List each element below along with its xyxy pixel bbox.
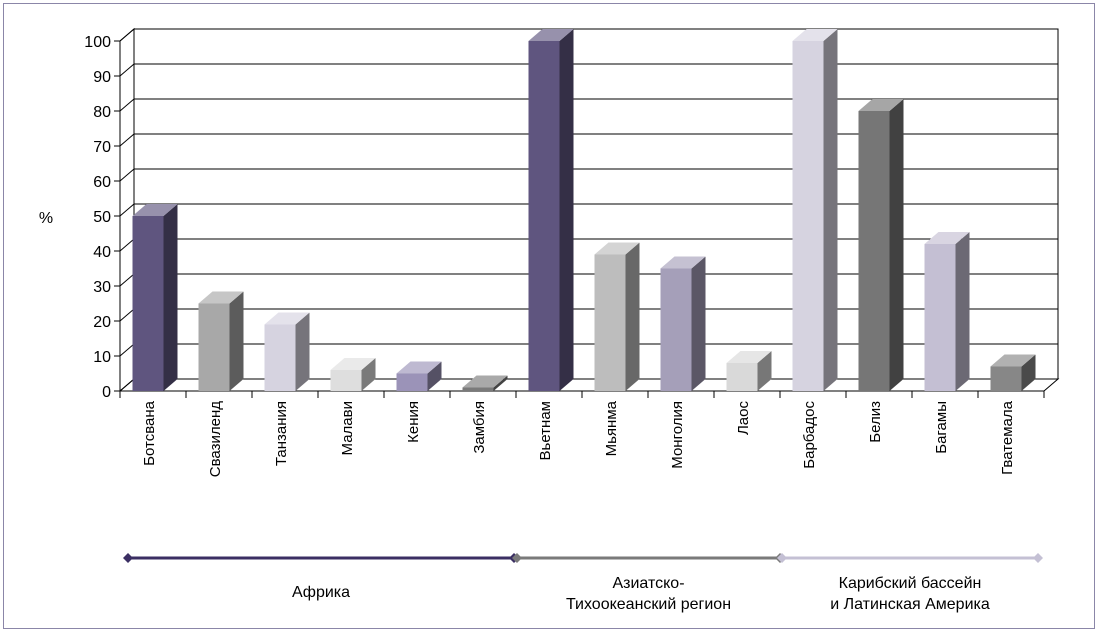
bar-side-10 bbox=[757, 351, 772, 391]
bar-side-13 bbox=[955, 232, 970, 391]
y-tick-label: 50 bbox=[93, 209, 111, 226]
y-tick-label: 20 bbox=[93, 314, 111, 331]
x-tick-label: Лаос bbox=[735, 401, 752, 436]
y-axis-label: % bbox=[39, 210, 53, 227]
bar-side-2 bbox=[229, 291, 244, 391]
y-tick-label: 100 bbox=[84, 34, 111, 51]
bar-top-12 bbox=[858, 99, 904, 111]
bar-10 bbox=[726, 363, 758, 391]
y-tick-label: 10 bbox=[93, 349, 111, 366]
y-tick-label: 90 bbox=[93, 69, 111, 86]
x-tick-label: Гватемала bbox=[999, 400, 1016, 475]
bar-side-6 bbox=[493, 375, 508, 391]
x-tick-label: Мьянма bbox=[603, 400, 620, 456]
y-tick-label: 40 bbox=[93, 244, 111, 261]
x-tick-label: Замбия bbox=[471, 401, 488, 454]
region-label: и Латинская Америка bbox=[830, 596, 990, 613]
bar-top-13 bbox=[924, 232, 970, 244]
gridline-depth bbox=[119, 308, 135, 322]
bar-top-10 bbox=[726, 351, 772, 363]
bar-6 bbox=[462, 387, 494, 391]
x-tick-label: Танзания bbox=[273, 401, 290, 466]
bar-side-1 bbox=[163, 204, 178, 391]
bar-side-11 bbox=[823, 29, 838, 391]
y-tick-label: 70 bbox=[93, 139, 111, 156]
x-tick-label: Кения bbox=[405, 401, 422, 443]
bar-14 bbox=[990, 366, 1022, 391]
bar-top-5 bbox=[396, 361, 442, 374]
bar-3 bbox=[264, 324, 296, 391]
region-label: Африка bbox=[292, 584, 350, 601]
bar-side-8 bbox=[625, 242, 640, 391]
x-tick-label: Свазиленд bbox=[207, 401, 224, 477]
bar-side-9 bbox=[691, 256, 706, 391]
region-marker bbox=[1033, 553, 1043, 563]
bar-top-7 bbox=[528, 29, 574, 41]
gridline-depth bbox=[119, 203, 135, 217]
gridline-depth bbox=[119, 133, 135, 147]
region-marker bbox=[512, 553, 522, 563]
gridline-depth bbox=[119, 98, 135, 112]
bar-side-4 bbox=[361, 358, 376, 391]
bar-2 bbox=[198, 303, 230, 391]
region-label: Азиатско- bbox=[612, 575, 684, 592]
bar-top-4 bbox=[330, 358, 376, 370]
gridline-depth bbox=[119, 63, 135, 77]
bar-8 bbox=[594, 254, 626, 391]
bar-side-7 bbox=[559, 29, 574, 391]
bar-12 bbox=[858, 111, 890, 391]
gridline-depth bbox=[119, 238, 135, 252]
gridline-depth bbox=[119, 168, 135, 182]
y-tick-label: 80 bbox=[93, 104, 111, 121]
x-tick-label: Белиз bbox=[867, 401, 884, 443]
gridline-depth bbox=[119, 343, 135, 357]
bar-top-6 bbox=[462, 375, 508, 388]
bar-top-1 bbox=[132, 204, 178, 216]
y-tick-label: 60 bbox=[93, 174, 111, 191]
bar-top-2 bbox=[198, 291, 244, 304]
y-tick-label: 0 bbox=[102, 384, 111, 401]
bar-13 bbox=[924, 244, 956, 391]
x-tick-label: Малави bbox=[339, 401, 356, 455]
x-tick-label: Монголия bbox=[669, 401, 686, 469]
gridline-depth bbox=[119, 273, 135, 287]
gridline-depth bbox=[119, 28, 135, 42]
bar-1 bbox=[132, 216, 164, 391]
x-tick-label: Барбадос bbox=[801, 401, 818, 469]
bar-7 bbox=[528, 41, 560, 391]
bar-top-8 bbox=[594, 242, 640, 255]
bar-5 bbox=[396, 373, 428, 391]
region-marker bbox=[123, 553, 133, 563]
bar-chart: 0 10 20 30 40 50 60 70 80 90 100% Ботсвана Свазиленд… bbox=[39, 27, 1060, 613]
gridline-depth bbox=[119, 378, 135, 392]
bar-side-5 bbox=[427, 361, 442, 391]
region-label: Карибский бассейн bbox=[839, 575, 982, 592]
bar-9 bbox=[660, 268, 692, 391]
region-marker bbox=[777, 553, 787, 563]
x-tick-label: Вьетнам bbox=[537, 401, 554, 460]
bar-side-14 bbox=[1021, 354, 1036, 391]
bar-side-3 bbox=[295, 312, 310, 391]
bar-side-12 bbox=[889, 99, 904, 391]
bar-top-14 bbox=[990, 354, 1036, 367]
chart-floor bbox=[118, 378, 1060, 392]
bar-11 bbox=[792, 41, 824, 391]
region-label: Тихоокеанский регион bbox=[566, 596, 731, 613]
bar-top-9 bbox=[660, 256, 706, 269]
x-tick-label: Ботсвана bbox=[141, 400, 158, 465]
bar-4 bbox=[330, 370, 362, 391]
x-tick-label: Багамы bbox=[933, 401, 950, 454]
chart-frame: 0 10 20 30 40 50 60 70 80 90 100% Ботсвана Свазиленд… bbox=[3, 3, 1095, 629]
bar-top-3 bbox=[264, 312, 310, 325]
y-tick-label: 30 bbox=[93, 279, 111, 296]
bar-top-11 bbox=[792, 29, 838, 41]
